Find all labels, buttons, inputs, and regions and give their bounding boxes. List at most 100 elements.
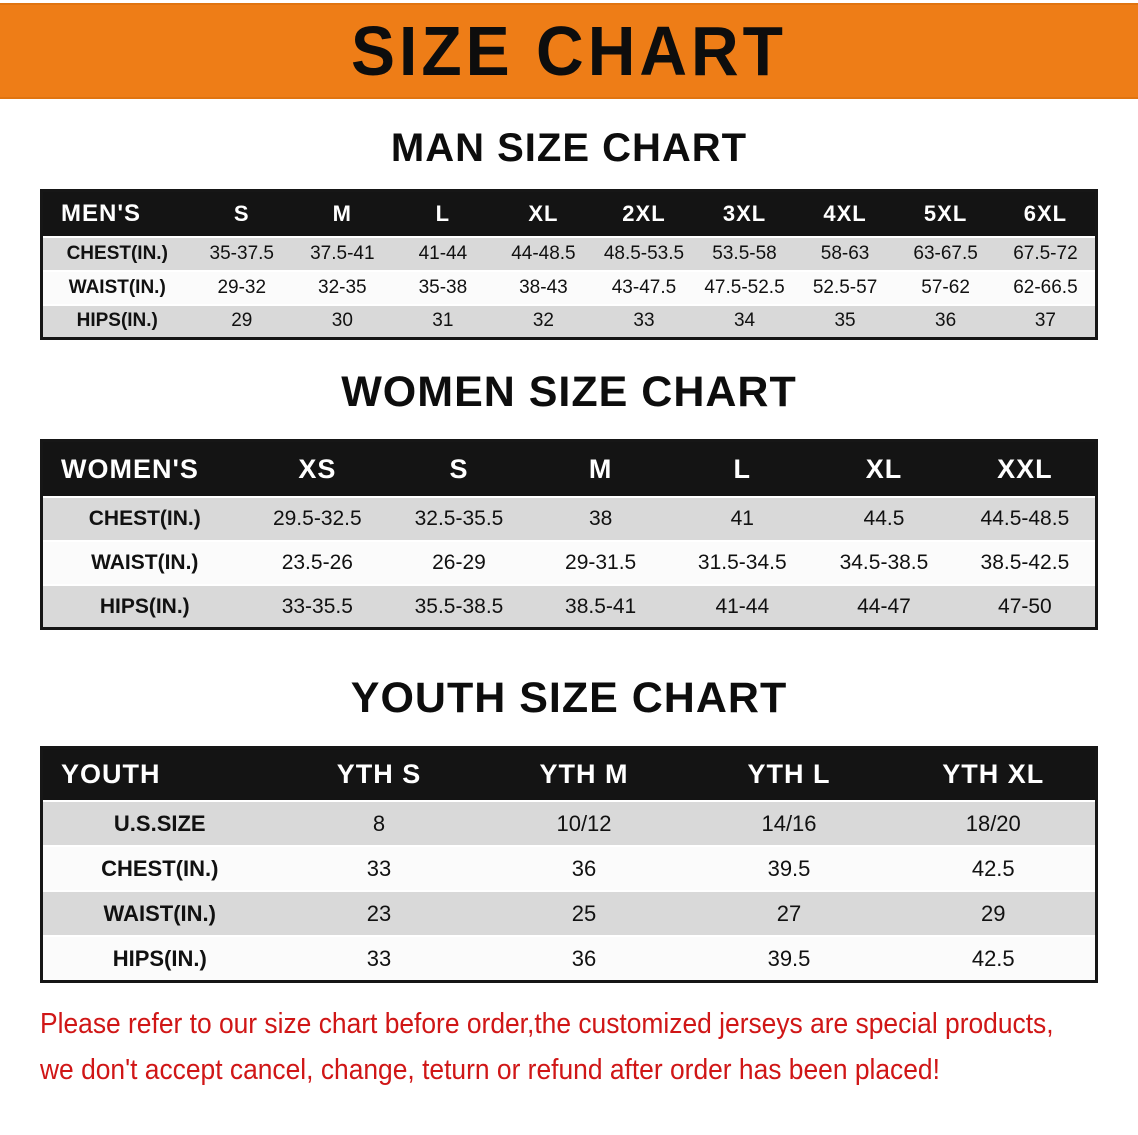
- size-cell: 67.5-72: [995, 236, 1097, 271]
- size-header-cell: YTH M: [539, 759, 629, 790]
- size-cell: 39.5: [686, 846, 892, 892]
- size-cell: 34.5-38.5: [813, 540, 955, 585]
- size-header-cell: 6XL: [1023, 200, 1068, 226]
- row-label: U.S.SIZE: [41, 801, 277, 847]
- youth-section: YOUTH SIZE CHART YOUTH YTH S YTH M YTH L…: [0, 674, 1138, 983]
- women-waist-row: WAIST(IN.) 23.5-26 26-29 29-31.5 31.5-34…: [41, 540, 1097, 585]
- size-cell: 35.5-38.5: [388, 584, 530, 629]
- size-cell: 37.5-41: [292, 236, 393, 271]
- size-cell: 10/12: [481, 801, 687, 847]
- size-cell: 36: [481, 846, 687, 892]
- size-cell: 47-50: [954, 584, 1097, 629]
- disclaimer: Please refer to our size chart before or…: [40, 1001, 1138, 1093]
- size-cell: 32.5-35.5: [388, 496, 530, 541]
- youth-header-label: YOUTH: [61, 759, 161, 790]
- size-cell: 63-67.5: [895, 236, 996, 271]
- size-header-cell: YTH XL: [942, 759, 1045, 790]
- size-cell: 27: [686, 891, 892, 937]
- size-header-cell: M: [332, 200, 352, 226]
- size-cell: 47.5-52.5: [694, 270, 795, 305]
- men-hips-row: HIPS(IN.) 29 30 31 32 33 34 35 36 37: [41, 304, 1097, 339]
- size-cell: 38-43: [493, 270, 594, 305]
- youth-chest-row: CHEST(IN.) 33 36 39.5 42.5: [41, 846, 1097, 892]
- size-cell: 35: [794, 304, 896, 339]
- men-size-table: MEN'S S M L XL 2XL 3XL 4XL 5XL 6XL CHEST…: [40, 189, 1098, 340]
- size-cell: 44.5-48.5: [954, 496, 1097, 541]
- youth-header-row: YOUTH YTH S YTH M YTH L YTH XL: [41, 747, 1097, 802]
- size-cell: 34: [694, 304, 795, 339]
- size-cell: 53.5-58: [694, 236, 795, 271]
- size-cell: 32: [493, 304, 594, 339]
- youth-ussize-row: U.S.SIZE 8 10/12 14/16 18/20: [41, 801, 1097, 847]
- size-header-cell: 4XL: [823, 200, 867, 226]
- size-cell: 42.5: [891, 936, 1097, 982]
- size-cell: 44-48.5: [493, 236, 594, 271]
- row-label: HIPS(IN.): [41, 304, 192, 339]
- size-chart-page: SIZE CHART MAN SIZE CHART MEN'S S M L XL…: [0, 3, 1138, 1135]
- row-label: HIPS(IN.): [41, 936, 277, 982]
- size-cell: 57-62: [895, 270, 996, 305]
- men-section-heading: MAN SIZE CHART: [390, 126, 748, 170]
- row-label: WAIST(IN.): [41, 540, 247, 585]
- size-cell: 35-37.5: [191, 236, 293, 271]
- women-section-heading: WOMEN SIZE CHART: [341, 368, 797, 416]
- size-header-cell: YTH L: [747, 759, 831, 790]
- men-chest-row: CHEST(IN.) 35-37.5 37.5-41 41-44 44-48.5…: [41, 236, 1097, 271]
- youth-hips-row: HIPS(IN.) 33 36 39.5 42.5: [41, 936, 1097, 982]
- size-cell: 33: [593, 304, 695, 339]
- men-header-row: MEN'S S M L XL 2XL 3XL 4XL 5XL 6XL: [41, 190, 1097, 237]
- size-cell: 29-31.5: [529, 540, 672, 585]
- row-label: WAIST(IN.): [41, 891, 277, 937]
- youth-waist-row: WAIST(IN.) 23 25 27 29: [41, 891, 1097, 937]
- size-cell: 41: [671, 496, 814, 541]
- size-cell: 30: [292, 304, 393, 339]
- size-cell: 38.5-42.5: [954, 540, 1097, 585]
- size-cell: 41-44: [392, 236, 494, 271]
- size-cell: 44-47: [813, 584, 955, 629]
- size-cell: 18/20: [891, 801, 1097, 847]
- size-cell: 37: [995, 304, 1097, 339]
- size-cell: 43-47.5: [593, 270, 695, 305]
- size-header-cell: XS: [298, 453, 337, 484]
- size-cell: 35-38: [392, 270, 494, 305]
- size-header-cell: XXL: [997, 453, 1053, 484]
- women-size-table: WOMEN'S XS S M L XL XXL CHEST(IN.) 29.5-…: [40, 439, 1098, 631]
- size-header-cell: XL: [528, 200, 559, 226]
- women-hips-row: HIPS(IN.) 33-35.5 35.5-38.5 38.5-41 41-4…: [41, 584, 1097, 629]
- size-cell: 25: [481, 891, 687, 937]
- size-cell: 33: [276, 846, 482, 892]
- size-cell: 38.5-41: [529, 584, 672, 629]
- size-header-cell: XL: [865, 453, 903, 484]
- size-cell: 29.5-32.5: [246, 496, 389, 541]
- row-label: CHEST(IN.): [41, 846, 277, 892]
- size-cell: 14/16: [686, 801, 892, 847]
- size-cell: 36: [481, 936, 687, 982]
- disclaimer-line-1: Please refer to our size chart before or…: [40, 1007, 1054, 1040]
- size-header-cell: S: [233, 200, 250, 226]
- row-label: CHEST(IN.): [41, 496, 247, 541]
- size-cell: 62-66.5: [995, 270, 1097, 305]
- size-cell: 39.5: [686, 936, 892, 982]
- size-cell: 31.5-34.5: [671, 540, 814, 585]
- size-cell: 23: [276, 891, 482, 937]
- size-header-cell: 2XL: [622, 200, 666, 226]
- size-cell: 38: [529, 496, 672, 541]
- page-title: SIZE CHART: [351, 12, 787, 90]
- row-label: HIPS(IN.): [41, 584, 247, 629]
- size-cell: 42.5: [891, 846, 1097, 892]
- youth-section-heading: YOUTH SIZE CHART: [350, 674, 788, 723]
- size-cell: 29: [191, 304, 293, 339]
- size-header-cell: YTH S: [336, 759, 422, 790]
- disclaimer-line-2: we don't accept cancel, change, teturn o…: [40, 1053, 940, 1086]
- size-cell: 36: [895, 304, 996, 339]
- size-cell: 44.5: [813, 496, 955, 541]
- size-cell: 32-35: [292, 270, 393, 305]
- men-waist-row: WAIST(IN.) 29-32 32-35 35-38 38-43 43-47…: [41, 270, 1097, 305]
- women-section: WOMEN SIZE CHART WOMEN'S XS S M L XL XXL…: [0, 368, 1138, 631]
- women-header-label: WOMEN'S: [61, 453, 199, 484]
- size-header-cell: L: [733, 453, 752, 484]
- size-cell: 29: [891, 891, 1097, 937]
- size-cell: 33: [276, 936, 482, 982]
- size-cell: 33-35.5: [246, 584, 389, 629]
- men-section: MAN SIZE CHART MEN'S S M L XL 2XL 3XL 4X…: [0, 125, 1138, 340]
